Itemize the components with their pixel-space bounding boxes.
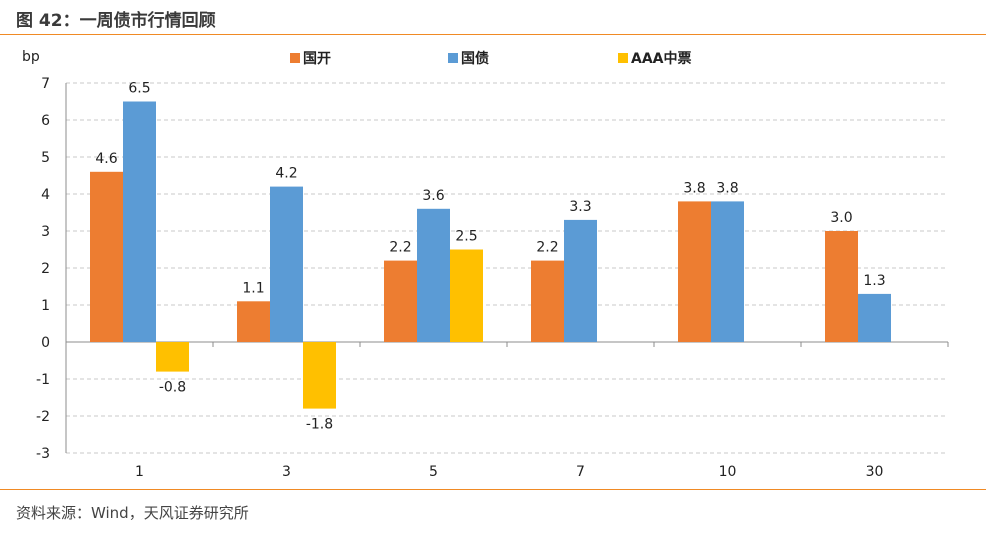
x-tick-label: 10 — [719, 464, 737, 480]
legend-label: 国债 — [461, 50, 489, 67]
data-label: 2.2 — [389, 240, 411, 256]
x-tick-label: 7 — [576, 464, 585, 480]
y-tick-label: 1 — [41, 298, 50, 314]
x-tick-label: 3 — [282, 464, 291, 480]
legend-swatch — [448, 53, 458, 63]
data-labels: 4.6 6.5 -0.8 1.1 4.2 -1.8 2.2 3.6 2.5 2.2 3.3 3.8 3.… — [95, 81, 885, 433]
bar — [123, 101, 156, 342]
data-label: 3.3 — [569, 199, 591, 215]
x-tick-label: 5 — [429, 464, 438, 480]
bar — [711, 201, 744, 342]
legend-swatch — [618, 53, 628, 63]
y-tick-label: -1 — [36, 372, 50, 388]
source-note: 资料来源：Wind，天风证券研究所 — [16, 504, 249, 522]
y-tick-label: 0 — [41, 335, 50, 351]
bars — [90, 101, 891, 409]
bar — [270, 186, 303, 342]
y-tick-label: 6 — [41, 113, 50, 129]
y-tick-label: -2 — [36, 409, 50, 425]
legend-swatch — [290, 53, 300, 63]
data-label: 2.5 — [455, 229, 477, 245]
x-axis: 1 3 5 7 10 30 — [65, 341, 949, 480]
data-label: 2.2 — [536, 240, 558, 256]
figure-title: 图 42：一周债市行情回顾 — [16, 11, 216, 31]
data-label: 4.2 — [275, 166, 297, 182]
bar — [531, 260, 564, 342]
legend: 国开 国债 AAA中票 — [290, 50, 692, 67]
bar — [417, 208, 450, 342]
data-label: -0.8 — [159, 380, 186, 396]
y-tick-label: 4 — [41, 187, 50, 203]
bar — [303, 342, 336, 409]
y-axis-unit-label: bp — [22, 49, 40, 65]
x-tick-label: 30 — [866, 464, 884, 480]
data-label: 4.6 — [95, 151, 117, 167]
bar — [450, 249, 483, 342]
header-divider — [0, 34, 986, 35]
data-label: 3.8 — [716, 180, 738, 196]
data-label: 3.6 — [422, 188, 444, 204]
x-tick-label: 1 — [135, 464, 144, 480]
data-label: 3.0 — [830, 210, 852, 226]
y-tick-label: 3 — [41, 224, 50, 240]
legend-label: AAA中票 — [631, 50, 692, 67]
y-axis: 7 6 5 4 3 2 1 0 -1 -2 -3 bp — [22, 49, 67, 462]
legend-label: 国开 — [303, 51, 331, 67]
data-label: 6.5 — [128, 81, 150, 97]
bar — [90, 171, 123, 342]
data-label: 1.3 — [863, 273, 885, 289]
y-tick-label: -3 — [36, 446, 50, 462]
bar — [237, 301, 270, 342]
data-label: 1.1 — [242, 280, 264, 296]
y-tick-label: 5 — [41, 150, 50, 166]
data-label: 3.8 — [683, 180, 705, 196]
gridlines — [66, 82, 948, 454]
bar — [384, 260, 417, 342]
bar — [564, 219, 597, 342]
bar — [156, 342, 189, 372]
bar — [858, 293, 891, 342]
y-tick-label: 2 — [41, 261, 50, 277]
bar — [678, 201, 711, 342]
footer-divider — [0, 489, 986, 490]
data-label: -1.8 — [306, 417, 333, 433]
bar — [825, 231, 858, 342]
y-tick-label: 7 — [41, 76, 50, 92]
